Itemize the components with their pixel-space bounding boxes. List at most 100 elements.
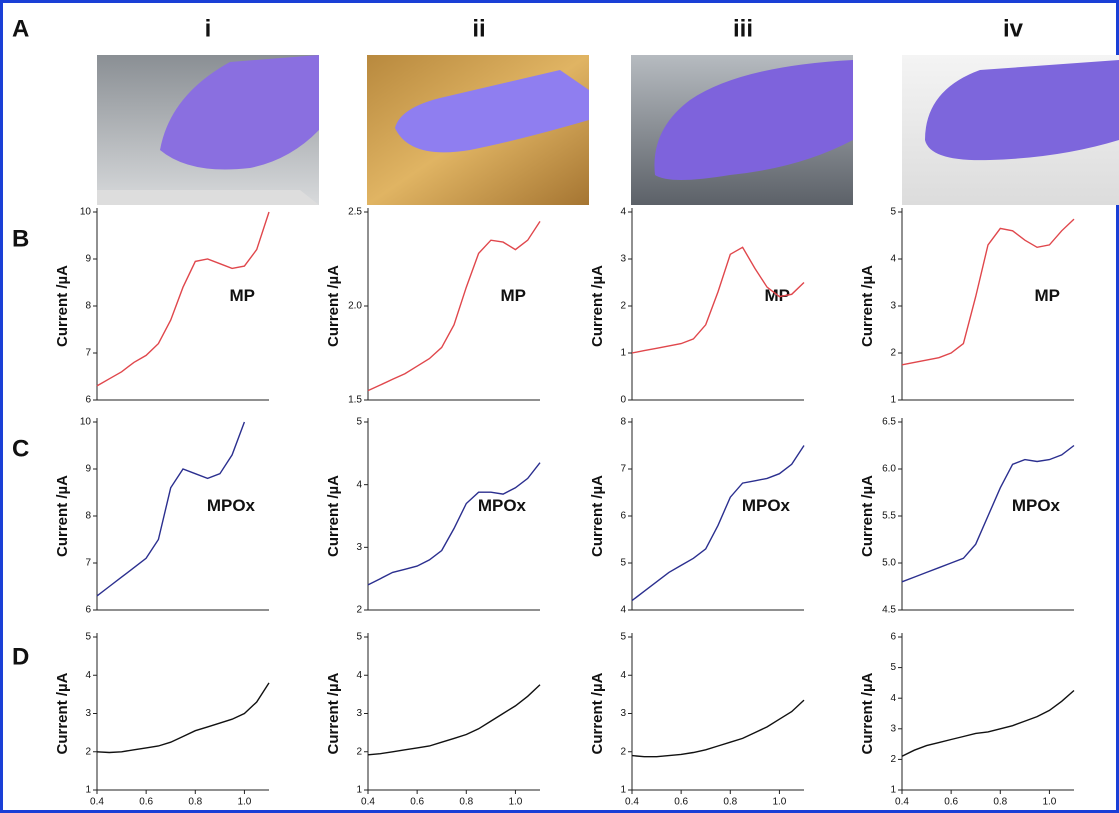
y-tick-label: 4 — [356, 479, 362, 490]
annotation: MP — [1035, 286, 1061, 305]
y-tick-label: 5 — [890, 662, 896, 673]
y-tick-label: 2 — [890, 754, 896, 765]
data-line — [632, 700, 804, 757]
y-tick-label: 5 — [85, 632, 91, 643]
y-tick-label: 2.5 — [348, 207, 362, 218]
y-axis-label: Current /µA — [54, 265, 71, 347]
y-tick-label: 4 — [620, 605, 626, 616]
y-axis-label: Current /µA — [54, 672, 71, 754]
y-tick-label: 8 — [85, 511, 91, 522]
y-tick-label: 3 — [620, 708, 626, 719]
y-tick-label: 1 — [620, 348, 626, 359]
y-tick-label: 6 — [85, 395, 91, 406]
y-tick-label: 6.5 — [882, 417, 896, 428]
y-tick-label: 5 — [356, 417, 362, 428]
y-axis-label: Current /µA — [54, 475, 71, 557]
data-line — [97, 683, 269, 753]
y-axis-label: Current /µA — [325, 265, 342, 347]
y-tick-label: 2 — [85, 746, 91, 757]
x-tick-label: 0.4 — [625, 797, 639, 808]
x-tick-label: 0.4 — [90, 797, 104, 808]
y-tick-label: 5 — [620, 558, 626, 569]
y-tick-label: 3 — [356, 542, 362, 553]
photo-iv — [902, 55, 1119, 205]
y-tick-label: 5 — [890, 207, 896, 218]
y-tick-label: 7 — [620, 464, 626, 475]
y-tick-label: 4 — [620, 207, 626, 218]
y-axis-label: Current /µA — [859, 475, 876, 557]
y-tick-label: 2 — [890, 348, 896, 359]
y-tick-label: 4 — [620, 670, 626, 681]
y-tick-label: 6.0 — [882, 464, 896, 475]
x-tick-label: 0.8 — [459, 797, 473, 808]
y-tick-label: 5 — [620, 632, 626, 643]
column-label: i — [205, 15, 212, 42]
column-label: iii — [733, 15, 753, 42]
y-tick-label: 10 — [80, 207, 92, 218]
annotation: MP — [230, 286, 256, 305]
y-tick-label: 2 — [620, 301, 626, 312]
y-tick-label: 1 — [356, 785, 362, 796]
y-tick-label: 1.5 — [348, 395, 362, 406]
x-tick-label: 0.4 — [895, 797, 909, 808]
y-axis-label: Current /µA — [325, 475, 342, 557]
y-axis-label: Current /µA — [859, 672, 876, 754]
y-axis-label: Current /µA — [589, 265, 606, 347]
annotation: MPOx — [742, 496, 791, 515]
x-tick-label: 0.6 — [139, 797, 153, 808]
y-tick-label: 1 — [890, 785, 896, 796]
panel-label: A — [12, 15, 29, 42]
y-tick-label: 6 — [85, 605, 91, 616]
x-tick-label: 1.0 — [772, 797, 786, 808]
panel-label: C — [12, 435, 29, 462]
x-tick-label: 0.8 — [723, 797, 737, 808]
column-label: ii — [472, 15, 485, 42]
x-tick-label: 0.8 — [993, 797, 1007, 808]
y-tick-label: 6 — [620, 511, 626, 522]
y-tick-label: 7 — [85, 348, 91, 359]
x-tick-label: 1.0 — [237, 797, 251, 808]
y-tick-label: 4 — [890, 254, 896, 265]
y-tick-label: 4 — [85, 670, 91, 681]
annotation: MPOx — [207, 496, 256, 515]
y-tick-label: 9 — [85, 464, 91, 475]
x-tick-label: 0.6 — [674, 797, 688, 808]
x-tick-label: 0.6 — [944, 797, 958, 808]
y-tick-label: 2.0 — [348, 301, 362, 312]
y-tick-label: 8 — [85, 301, 91, 312]
column-label: iv — [1003, 15, 1024, 42]
photo-i — [97, 55, 319, 205]
x-tick-label: 0.4 — [361, 797, 375, 808]
panel-label: B — [12, 225, 29, 252]
photo-ii — [367, 55, 589, 205]
y-tick-label: 4.5 — [882, 605, 896, 616]
data-line — [368, 685, 540, 755]
y-tick-label: 1 — [620, 785, 626, 796]
y-tick-label: 2 — [620, 746, 626, 757]
y-tick-label: 3 — [85, 708, 91, 719]
y-tick-label: 0 — [620, 395, 626, 406]
y-tick-label: 6 — [890, 632, 896, 643]
y-tick-label: 10 — [80, 417, 92, 428]
x-tick-label: 0.6 — [410, 797, 424, 808]
y-tick-label: 8 — [620, 417, 626, 428]
y-tick-label: 2 — [356, 605, 362, 616]
data-line — [632, 446, 804, 601]
y-tick-label: 5.5 — [882, 511, 896, 522]
annotation: MP — [501, 286, 527, 305]
panel-label: D — [12, 643, 29, 670]
y-tick-label: 1 — [85, 785, 91, 796]
y-tick-label: 1 — [890, 395, 896, 406]
y-tick-label: 3 — [356, 708, 362, 719]
y-tick-label: 9 — [85, 254, 91, 265]
annotation: MPOx — [478, 496, 527, 515]
y-tick-label: 4 — [890, 693, 896, 704]
y-tick-label: 5 — [356, 632, 362, 643]
photo-iii — [631, 55, 853, 205]
y-tick-label: 3 — [620, 254, 626, 265]
figure: ABCDiiiiiiiv678910Current /µAMP1.52.02.5… — [0, 0, 1119, 813]
y-tick-label: 2 — [356, 746, 362, 757]
y-axis-label: Current /µA — [325, 672, 342, 754]
y-axis-label: Current /µA — [589, 475, 606, 557]
y-tick-label: 3 — [890, 723, 896, 734]
